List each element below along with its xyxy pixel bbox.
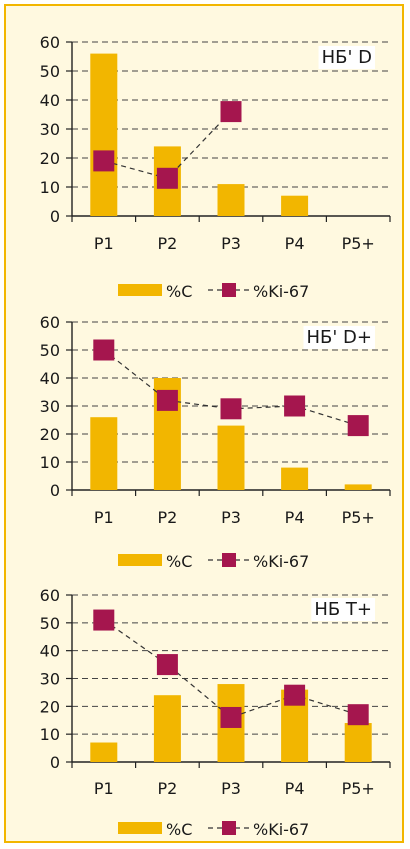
legend-marker-swatch	[222, 553, 236, 567]
ki67-point-P4	[284, 684, 306, 706]
y-tick-label: 50	[40, 62, 60, 81]
y-tick-label: 0	[50, 207, 60, 226]
y-tick-label: 20	[40, 149, 60, 168]
chart-title: НБ' D	[322, 47, 372, 68]
x-tick-label: P1	[94, 508, 114, 527]
chart-2: 0 10 20 30 40 50 60 P1 P2 P3 P4 P5+ НБ' D+ %C %Ki-67	[40, 313, 391, 571]
legend-label-ki67: %Ki-67	[253, 282, 309, 301]
x-tick-label: P3	[221, 234, 241, 253]
legend-bar-swatch	[118, 822, 162, 834]
y-tick-label: 0	[50, 481, 60, 500]
y-tick-label: 50	[40, 614, 60, 633]
y-tick-label: 0	[50, 753, 60, 772]
y-tick-label: 10	[40, 725, 60, 744]
legend-marker-swatch	[222, 821, 236, 835]
legend-label-c: %C	[166, 282, 192, 301]
legend-label-c: %C	[166, 820, 192, 839]
x-tick-label: P2	[157, 234, 177, 253]
bar-P1	[90, 53, 118, 216]
ki67-point-P3	[220, 398, 242, 420]
y-tick-label: 30	[40, 670, 60, 689]
y-tick-label: 40	[40, 642, 60, 661]
chart-1: 0 10 20 30 40 50 60 P1 P2 P3 P4 P5+ НБ' D %C %Ki-67	[40, 33, 391, 301]
x-tick-label: P2	[157, 508, 177, 527]
ki67-point-P5+	[347, 704, 369, 726]
y-tick-label: 30	[40, 397, 60, 416]
chart-title-bg	[311, 598, 375, 621]
x-tick-label: P3	[221, 779, 241, 798]
legend-marker-swatch	[222, 283, 236, 297]
x-tick-label: P5+	[342, 234, 375, 253]
bar-P1	[90, 742, 118, 762]
x-tick-label: P1	[94, 779, 114, 798]
ki67-point-P2	[156, 167, 178, 189]
bar-P5+	[344, 723, 372, 762]
bar-P4	[281, 467, 309, 490]
y-tick-label: 20	[40, 697, 60, 716]
bar-P3	[217, 425, 245, 490]
chart-title-bg	[318, 46, 375, 69]
chart-3: 0 10 20 30 40 50 60 P1 P2 P3 P4 P5+ НБ T+ %C %Ki-67	[40, 586, 391, 839]
y-tick-label: 50	[40, 341, 60, 360]
ki67-point-P1	[93, 609, 115, 631]
bar-P4	[281, 195, 309, 216]
x-tick-label: P1	[94, 234, 114, 253]
y-tick-label: 20	[40, 425, 60, 444]
y-tick-label: 40	[40, 91, 60, 110]
bar-P3	[217, 184, 245, 216]
y-tick-label: 40	[40, 369, 60, 388]
chart-panel	[4, 4, 404, 843]
bar-P1	[90, 417, 118, 490]
x-tick-label: P4	[285, 508, 305, 527]
legend-label-ki67: %Ki-67	[253, 552, 309, 571]
x-tick-label: P4	[285, 234, 305, 253]
x-tick-label: P5+	[342, 508, 375, 527]
y-tick-label: 10	[40, 453, 60, 472]
x-tick-label: P5+	[342, 779, 375, 798]
ki67-point-P1	[93, 339, 115, 361]
y-tick-label: 60	[40, 586, 60, 605]
y-tick-label: 60	[40, 313, 60, 332]
x-tick-label: P4	[285, 779, 305, 798]
ki67-point-P3	[220, 706, 242, 728]
bar-P2	[153, 695, 181, 762]
y-tick-label: 10	[40, 178, 60, 197]
ki67-point-P4	[284, 395, 306, 417]
ki67-point-P5+	[347, 415, 369, 437]
ki67-point-P2	[156, 389, 178, 411]
chart-title-bg	[303, 326, 375, 349]
ki67-point-P3	[220, 101, 242, 123]
bar-P5+	[344, 484, 372, 490]
y-tick-label: 30	[40, 120, 60, 139]
y-tick-label: 60	[40, 33, 60, 52]
x-tick-label: P2	[157, 779, 177, 798]
ki67-point-P2	[156, 654, 178, 676]
chart-title: НБ' D+	[307, 327, 373, 348]
legend-label-ki67: %Ki-67	[253, 820, 309, 839]
ki67-point-P1	[93, 150, 115, 172]
legend-label-c: %C	[166, 552, 192, 571]
chart-title: НБ T+	[314, 599, 372, 620]
x-tick-label: P3	[221, 508, 241, 527]
legend-bar-swatch	[118, 554, 162, 566]
legend-bar-swatch	[118, 284, 162, 296]
